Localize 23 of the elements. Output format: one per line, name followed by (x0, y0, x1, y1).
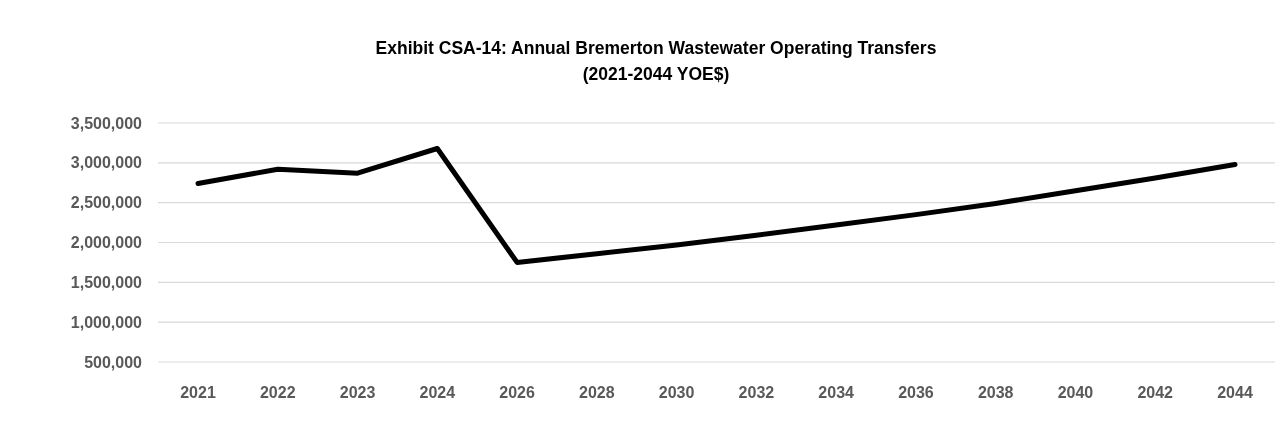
x-tick-label: 2040 (1057, 384, 1094, 401)
x-tick-label: 2022 (259, 384, 296, 401)
y-tick-label: 500,000 (84, 353, 143, 371)
x-tick-label: 2030 (658, 384, 695, 401)
x-tick-label: 2038 (977, 384, 1014, 401)
x-tick-label: 2026 (499, 384, 535, 401)
y-tick-label: 3,000,000 (70, 154, 143, 172)
x-tick-label: 2021 (180, 384, 216, 401)
x-tick-label: 2036 (898, 384, 934, 401)
x-tick-label: 2028 (579, 384, 615, 401)
y-tick-label: 1,500,000 (70, 273, 143, 291)
x-tick-label: 2042 (1137, 384, 1174, 401)
y-tick-label: 2,000,000 (70, 234, 143, 252)
x-tick-label: 2034 (818, 384, 855, 401)
x-tick-label: 2024 (419, 384, 456, 401)
x-tick-label: 2044 (1217, 384, 1253, 401)
y-tick-label: 2,500,000 (70, 194, 143, 212)
x-tick-label: 2032 (738, 384, 775, 401)
chart-title: Exhibit CSA-14: Annual Bremerton Wastewater Operating Transfers (375, 38, 937, 58)
y-tick-label: 3,500,000 (70, 114, 143, 132)
y-tick-label: 1,000,000 (70, 313, 143, 331)
x-tick-label: 2023 (339, 384, 376, 401)
chart-subtitle: (2021-2044 YOE$) (582, 64, 730, 84)
